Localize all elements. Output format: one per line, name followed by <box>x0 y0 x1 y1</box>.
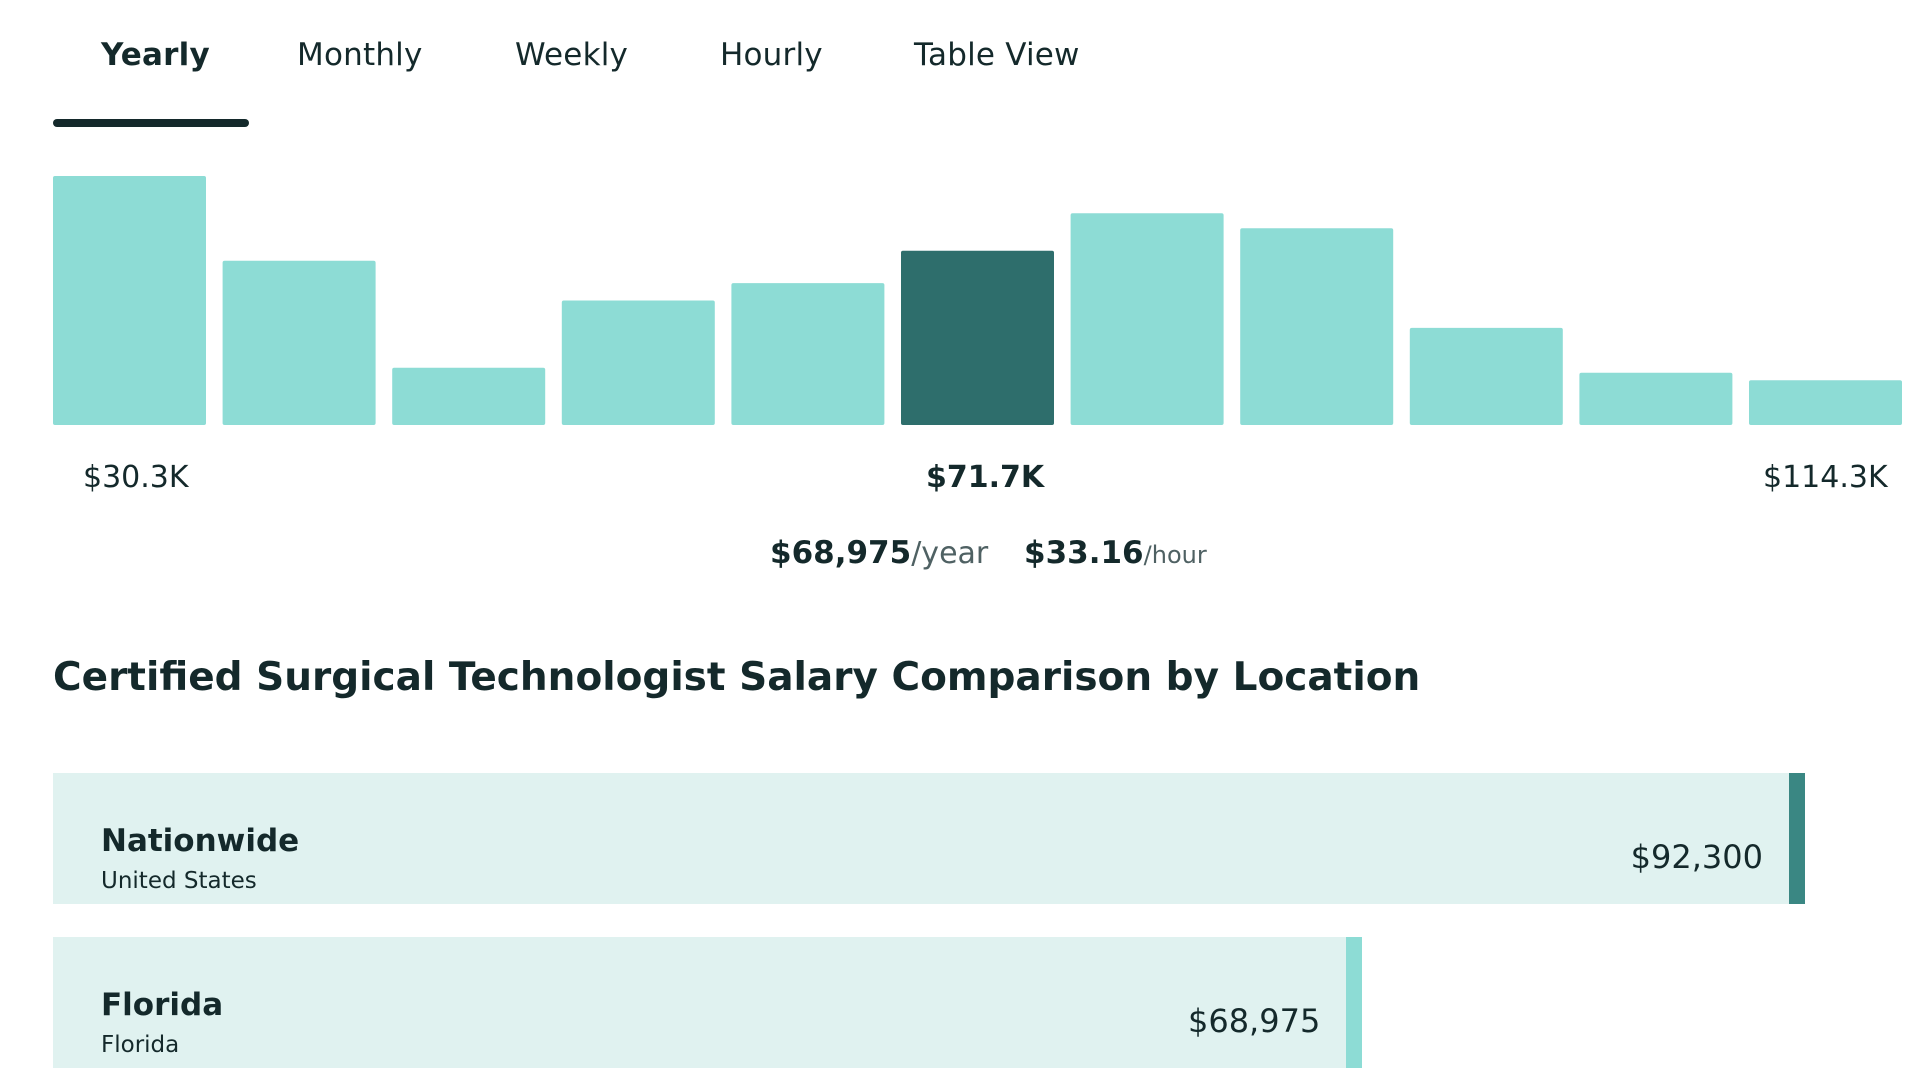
location-salary-value: $68,975 <box>1187 1002 1321 1040</box>
location-name: Florida <box>101 987 224 1023</box>
histogram-bar[interactable] <box>222 260 376 425</box>
location-salary-value: $92,300 <box>1630 838 1763 876</box>
histogram-bar[interactable] <box>1579 372 1733 425</box>
yearly-salary-unit: /year <box>911 536 989 571</box>
histogram-bar[interactable] <box>1240 228 1394 425</box>
hourly-salary-summary: $33.16/hour <box>1024 530 1207 578</box>
tab-weekly[interactable]: Weekly <box>515 37 629 73</box>
range-max-label: $114.3K <box>1763 460 1888 495</box>
yearly-salary-summary: $68,975/year <box>770 530 988 577</box>
tab-table-view[interactable]: Table View <box>914 37 1080 73</box>
salary-distribution-histogram <box>53 176 1902 426</box>
range-median-label: $71.7K <box>926 460 1045 495</box>
location-region: United States <box>101 868 257 894</box>
yearly-salary-amount: $68,975 <box>770 535 912 571</box>
location-comparison-title: Certified Surgical Technologist Salary C… <box>53 655 1421 700</box>
histogram-bar[interactable] <box>392 367 546 425</box>
location-region: Florida <box>101 1032 180 1058</box>
tab-monthly[interactable]: Monthly <box>297 37 423 73</box>
range-min-label: $30.3K <box>83 460 189 495</box>
hourly-salary-unit: /hour <box>1143 541 1207 569</box>
location-row-florida: Florida Florida $68,975 <box>53 937 1363 1068</box>
histogram-bar[interactable] <box>561 300 715 426</box>
histogram-bar-median[interactable] <box>901 250 1054 425</box>
location-value-marker <box>1346 937 1363 1068</box>
active-tab-indicator <box>53 119 249 127</box>
histogram-bar[interactable] <box>1749 380 1902 425</box>
tab-yearly[interactable]: Yearly <box>101 37 210 73</box>
histogram-bar[interactable] <box>731 283 885 425</box>
histogram-bar[interactable] <box>1409 327 1563 425</box>
location-value-marker <box>1789 773 1805 904</box>
tab-hourly[interactable]: Hourly <box>720 37 823 73</box>
location-name: Nationwide <box>101 823 300 859</box>
pay-period-tabs: Yearly Monthly Weekly Hourly Table View <box>53 0 1153 127</box>
histogram-bar[interactable] <box>53 176 206 425</box>
location-row-nationwide: Nationwide United States $92,300 <box>53 773 1805 904</box>
hourly-salary-amount: $33.16 <box>1024 535 1144 571</box>
histogram-bar[interactable] <box>1070 213 1224 425</box>
